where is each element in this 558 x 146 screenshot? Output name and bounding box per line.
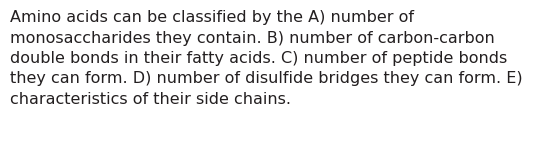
Text: Amino acids can be classified by the A) number of
monosaccharides they contain. : Amino acids can be classified by the A) … — [10, 10, 523, 107]
